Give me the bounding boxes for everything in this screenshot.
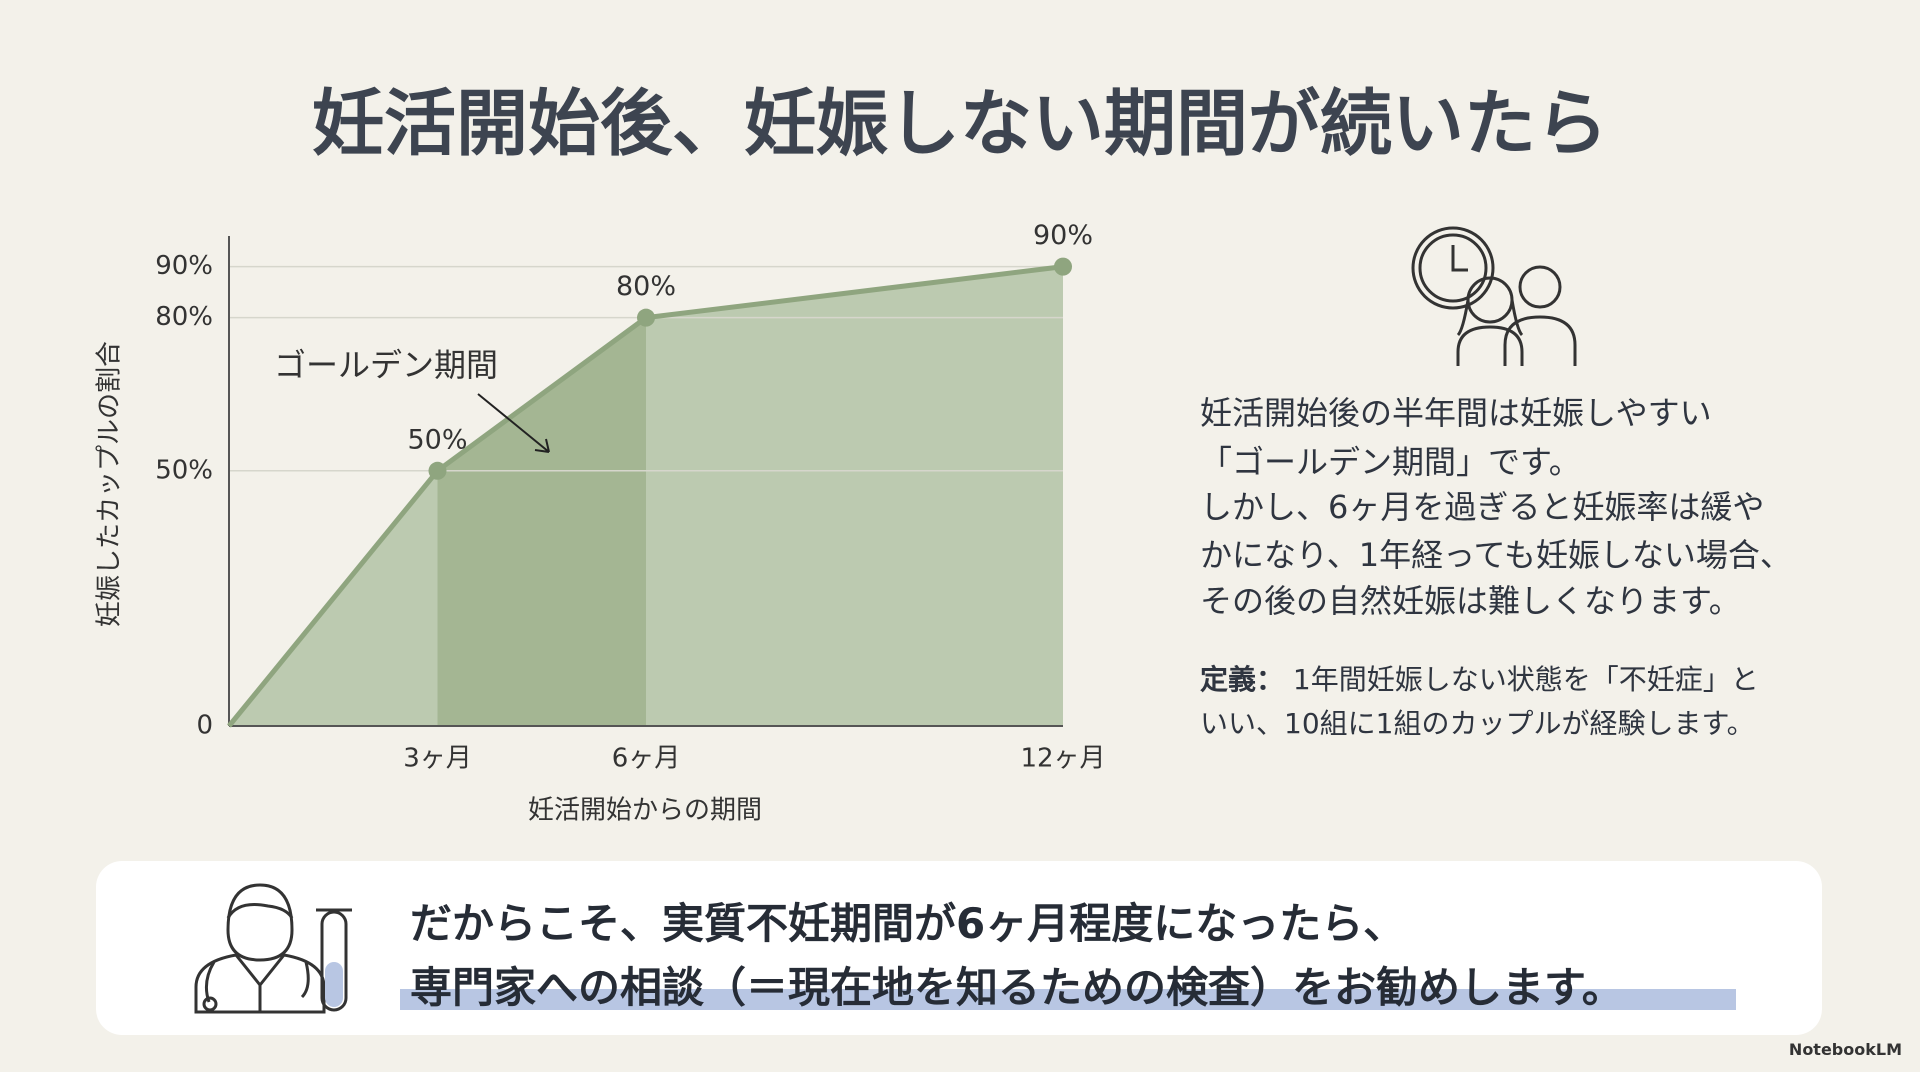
definition-label: 定義： bbox=[1200, 663, 1285, 696]
point bbox=[637, 308, 655, 327]
golden-period-shade bbox=[437, 317, 646, 726]
y-tick-label: 0 bbox=[196, 711, 213, 741]
footer: NotebookLM bbox=[1788, 1040, 1902, 1059]
point bbox=[1054, 257, 1072, 276]
description-line: その後の自然妊娠は難しくなります。 bbox=[1200, 582, 1741, 620]
callout-line: 専門家への相談（＝現在地を知るための検査）をお勧めします。 bbox=[410, 963, 1624, 1012]
definition-line: 定義： 1年間妊娠しない状態を「不妊症」と bbox=[1200, 658, 1759, 698]
x-tick-label: 12ヶ月 bbox=[1020, 744, 1105, 774]
y-tick-label: 90% bbox=[155, 251, 213, 281]
y-tick-label: 50% bbox=[155, 455, 213, 485]
definition-text: 1年間妊娠しない状態を「不妊症」と bbox=[1292, 663, 1759, 696]
y-axis-label: 妊娠したカップルの割合 bbox=[95, 341, 125, 627]
clock-people-icon bbox=[1411, 226, 1577, 366]
description-line: 妊活開始後の半年間は妊娠しやすい bbox=[1200, 394, 1712, 432]
annotation: ゴールデン期間 bbox=[274, 346, 498, 384]
description-line: 「ゴールデン期間」です。 bbox=[1200, 443, 1581, 481]
y-tick-label: 80% bbox=[155, 302, 213, 332]
line bbox=[227, 264, 1064, 728]
data-label: 50% bbox=[407, 424, 467, 455]
data-label: 80% bbox=[616, 271, 676, 302]
description-line: かになり、1年経っても妊娠しない場合、 bbox=[1200, 536, 1792, 574]
annotation-arrow bbox=[477, 393, 550, 453]
description-line: しかし、6ヶ月を過ぎると妊娠率は緩や bbox=[1200, 488, 1765, 526]
callout-line: だからこそ、実質不妊期間が6ヶ月程度になったら、 bbox=[410, 899, 1406, 948]
definition-line: いい、10組に1組のカップルが経験します。 bbox=[1200, 707, 1755, 740]
point bbox=[428, 461, 447, 480]
x-tick-label: 3ヶ月 bbox=[403, 744, 472, 774]
title: 妊活開始後、妊娠しない期間が続いたら bbox=[312, 82, 1608, 166]
x-axis-label: 妊活開始からの期間 bbox=[528, 796, 762, 826]
x-tick-label: 6ヶ月 bbox=[612, 744, 681, 774]
data-label: 90% bbox=[1033, 220, 1093, 251]
